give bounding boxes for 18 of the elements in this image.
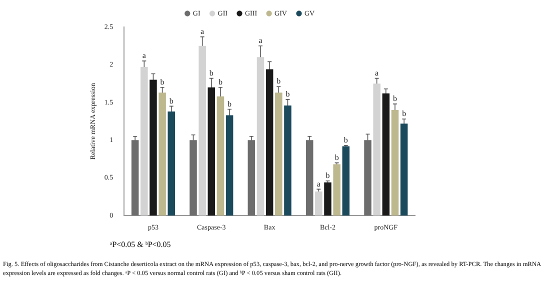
data-label: a bbox=[200, 26, 205, 36]
data-label: b bbox=[402, 109, 406, 118]
data-label: a bbox=[142, 51, 146, 60]
data-label: b bbox=[326, 170, 330, 180]
data-label: a bbox=[258, 36, 263, 45]
data-label: b bbox=[160, 77, 164, 86]
data-label: b bbox=[169, 96, 174, 106]
data-label: b bbox=[286, 90, 290, 99]
data-label: b bbox=[209, 68, 214, 78]
data-label: b bbox=[228, 99, 232, 108]
text: ᵃP<0.05 & ᵇP<0.05 bbox=[110, 240, 171, 249]
data-label: b bbox=[344, 136, 348, 145]
data-label: b bbox=[392, 94, 397, 104]
data-label: a bbox=[316, 179, 321, 188]
data-label: a bbox=[375, 68, 380, 78]
data-label: b bbox=[218, 77, 222, 86]
data-label: b bbox=[276, 76, 281, 86]
data-label: b bbox=[334, 152, 339, 162]
